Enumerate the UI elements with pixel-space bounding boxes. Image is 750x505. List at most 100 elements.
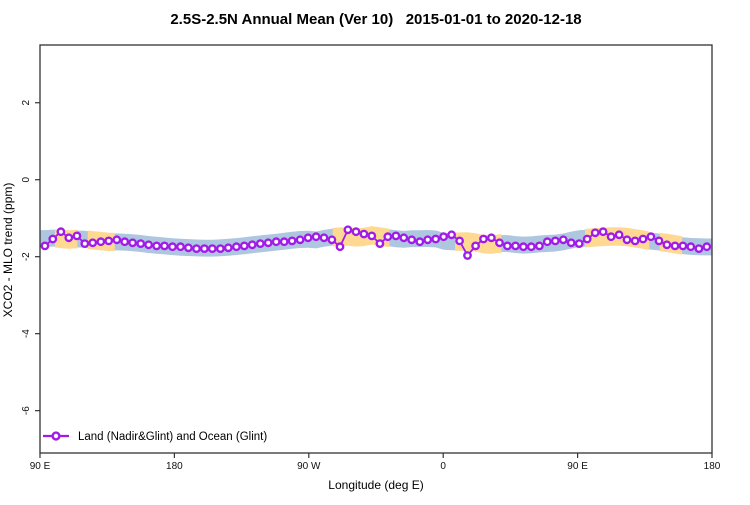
data-point [104, 236, 114, 246]
data-point [654, 236, 664, 246]
data-point [439, 232, 448, 242]
y-axis-title: XCO2 - MLO trend (ppm) [1, 183, 15, 318]
axes: 90 E 180 90 W 0 90 E 180 2 0 -2 -4 -6 [21, 44, 721, 472]
data-point [231, 242, 241, 252]
data-point [64, 233, 74, 243]
data-point [176, 242, 185, 252]
data-point [48, 234, 58, 244]
data-point [431, 234, 441, 244]
data-point [622, 235, 632, 245]
data-point [247, 240, 257, 250]
data-series [40, 225, 712, 260]
data-point [120, 237, 130, 247]
data-point [144, 240, 154, 250]
data-point [670, 241, 680, 251]
data-point [486, 233, 496, 243]
data-point [519, 242, 528, 252]
legend-marker-icon [51, 431, 61, 441]
data-point [160, 241, 169, 251]
data-point [558, 235, 568, 245]
data-point [168, 242, 177, 252]
data-point [550, 236, 560, 246]
data-point [319, 233, 329, 243]
data-point [239, 241, 249, 251]
data-point [455, 236, 464, 246]
data-point [40, 241, 50, 251]
data-point [351, 227, 361, 237]
data-point [343, 225, 353, 235]
data-point [223, 243, 233, 253]
data-point [207, 244, 217, 254]
chart-title: 2.5S-2.5N Annual Mean (Ver 10) 2015-01-0… [170, 11, 581, 28]
data-point [471, 241, 480, 251]
y-tick-label: 0 [21, 176, 32, 182]
data-point [694, 244, 704, 254]
data-point [646, 232, 656, 242]
plot-border [39, 44, 713, 454]
data-point [502, 241, 512, 251]
data-point [526, 242, 536, 252]
data-point [606, 232, 616, 242]
data-point [359, 229, 369, 239]
data-point [271, 237, 281, 247]
data-point [630, 236, 640, 246]
legend: Land (Nadir&Glint) and Ocean (Glint) [43, 431, 267, 443]
data-point [686, 242, 696, 252]
data-point [327, 235, 337, 245]
data-point [56, 227, 66, 237]
data-point [447, 230, 456, 240]
y-tick-label: 2 [21, 100, 32, 106]
data-point [287, 236, 297, 246]
data-point [479, 234, 488, 244]
data-point [399, 233, 409, 243]
x-tick-label: 90 W [297, 461, 321, 472]
data-point [598, 227, 608, 237]
x-axis-title: Longitude (deg E) [328, 478, 423, 492]
x-tick-label: 90 E [30, 461, 51, 472]
data-point [662, 240, 672, 250]
data-point [128, 238, 138, 248]
data-point [535, 241, 544, 251]
data-point [335, 242, 345, 252]
data-point [407, 235, 417, 245]
data-point [112, 235, 122, 245]
data-point [566, 238, 576, 248]
data-point [183, 243, 193, 253]
data-point [638, 234, 648, 244]
data-point [574, 239, 584, 249]
data-point [72, 231, 82, 241]
data-point [495, 238, 504, 248]
data-point [391, 231, 401, 241]
data-point [463, 251, 472, 260]
data-point [80, 239, 90, 249]
data-point [590, 228, 600, 238]
x-tick-label: 0 [440, 461, 446, 472]
y-tick-label: -2 [21, 252, 32, 261]
data-point [423, 235, 433, 245]
data-point [511, 241, 520, 251]
data-point [215, 244, 225, 254]
data-point [367, 231, 377, 241]
data-point [542, 237, 552, 247]
data-point [678, 241, 688, 251]
y-tick-label: -6 [21, 406, 32, 415]
x-tick-label: 90 E [567, 461, 588, 472]
legend-label: Land (Nadir&Glint) and Ocean (Glint) [78, 431, 267, 443]
data-point [192, 244, 201, 254]
data-point [199, 244, 209, 254]
data-point [295, 235, 305, 245]
data-point [152, 241, 162, 251]
data-point [582, 234, 592, 244]
data-point [96, 237, 106, 247]
data-point [88, 238, 98, 248]
x-tick-label: 180 [704, 461, 721, 472]
data-point [255, 239, 265, 249]
x-tick-label: 180 [166, 461, 183, 472]
data-point [415, 237, 425, 247]
y-tick-label: -4 [21, 329, 32, 338]
data-point [136, 239, 146, 249]
data-point [311, 232, 321, 242]
data-point [279, 237, 289, 247]
